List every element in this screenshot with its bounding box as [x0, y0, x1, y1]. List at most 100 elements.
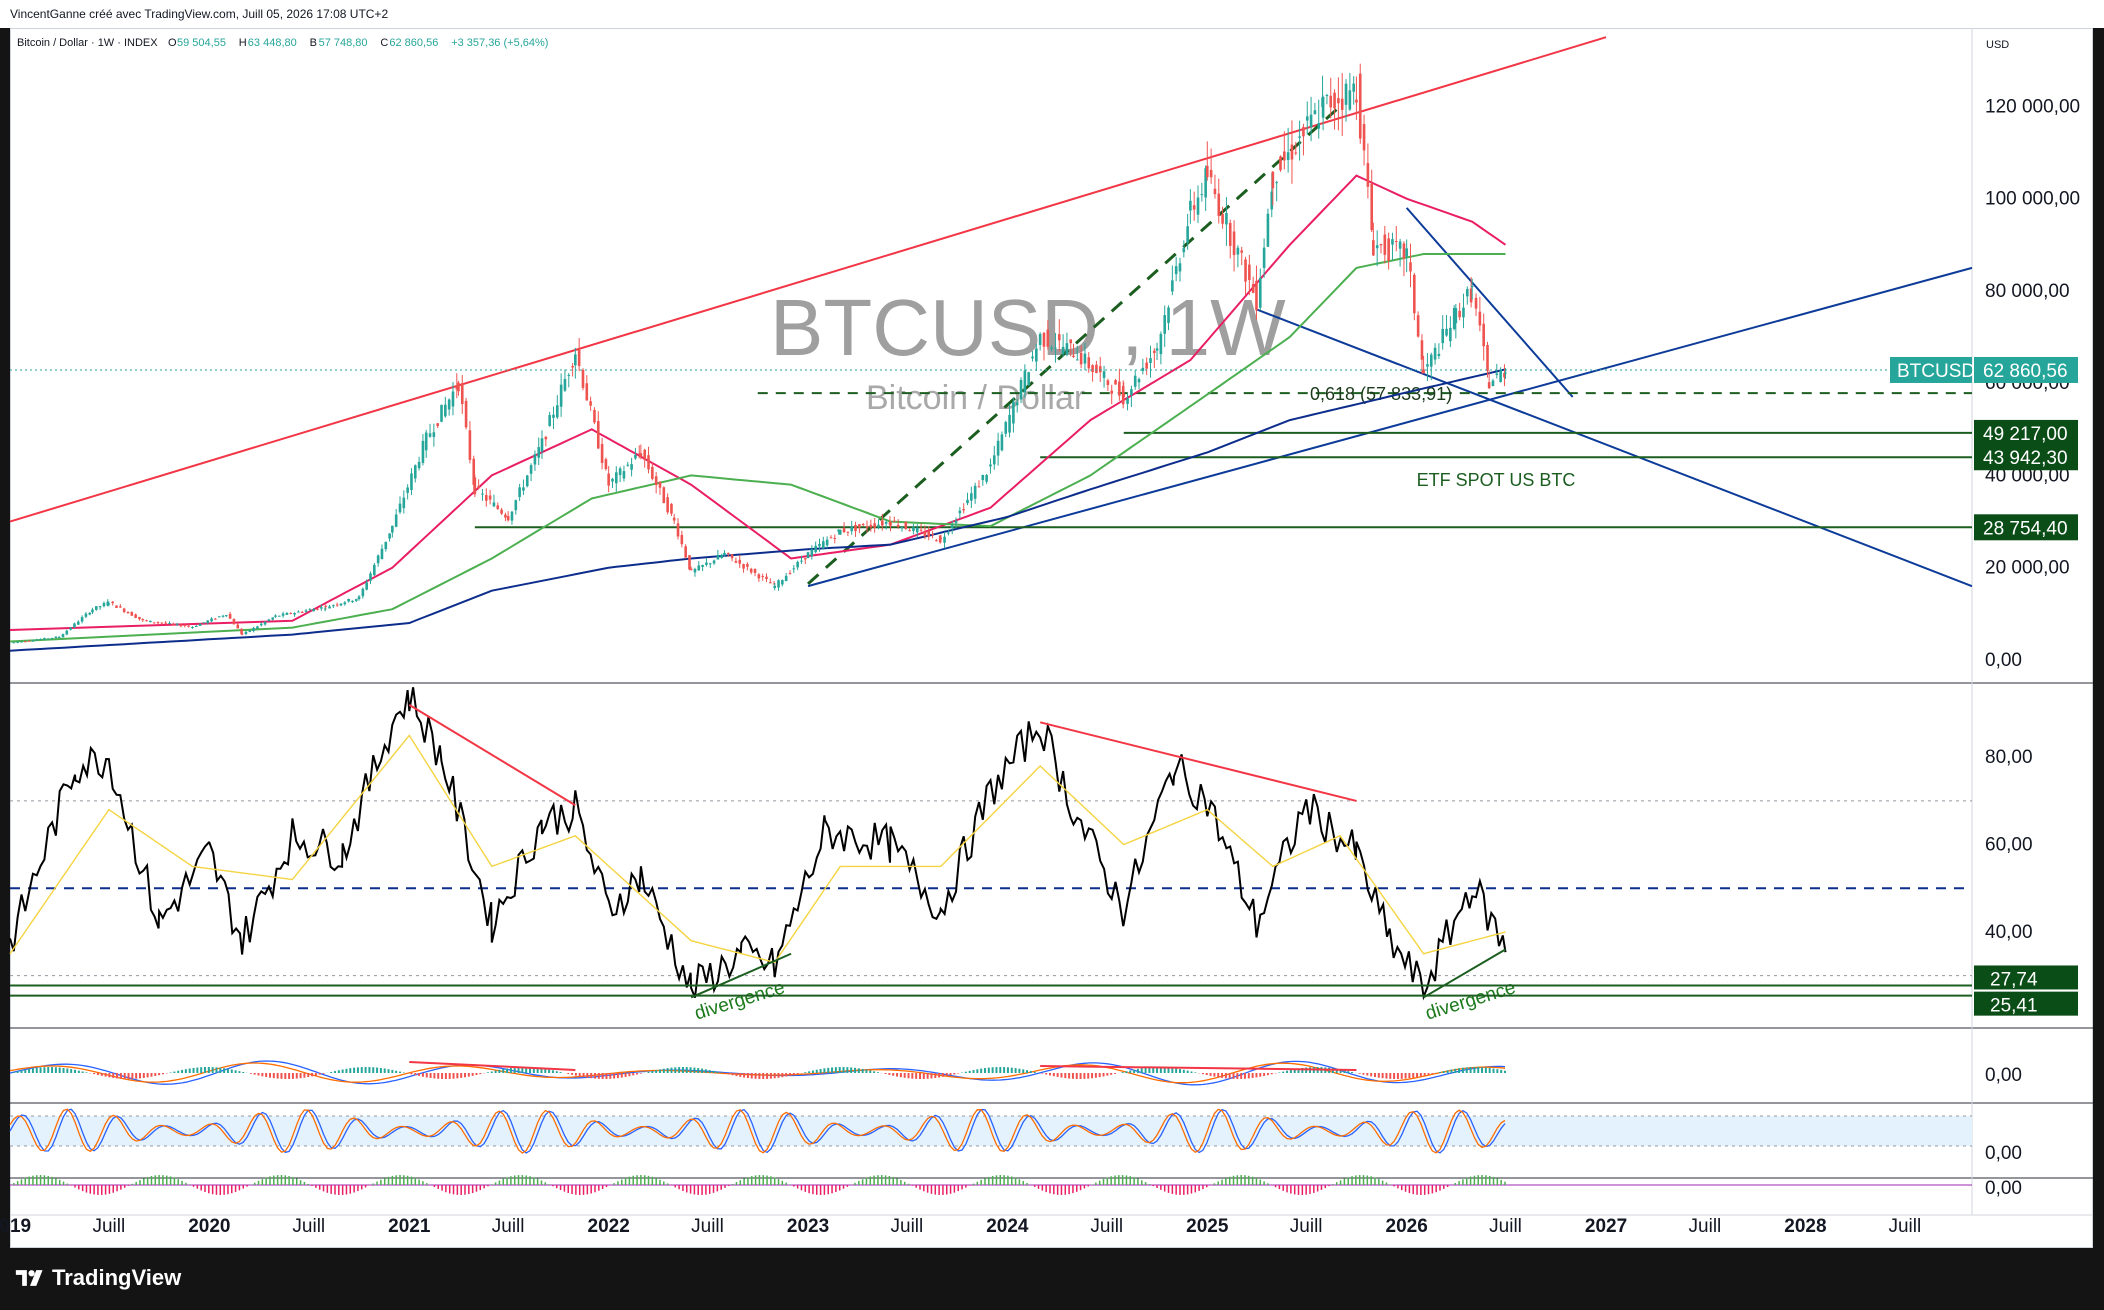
candle-body — [746, 564, 749, 567]
last-price-tag-bg — [1974, 356, 2078, 383]
candle-body — [514, 500, 518, 511]
candle-body — [492, 502, 496, 507]
candle-body — [1251, 283, 1255, 293]
ohlc-C: C — [380, 37, 388, 49]
time-tick-label: 2023 — [787, 1216, 829, 1237]
candle-body — [1362, 124, 1366, 151]
candle-body — [1192, 205, 1196, 210]
candle-body — [1114, 380, 1117, 385]
candle-body — [833, 538, 837, 540]
candle-body — [1487, 382, 1491, 389]
brand-name: TradingView — [52, 1265, 182, 1290]
chart-area[interactable] — [10, 28, 2093, 1248]
candle-body — [156, 622, 160, 624]
candle-body — [376, 555, 380, 564]
candle-body — [214, 618, 217, 620]
candle-body — [904, 521, 908, 529]
candle-body — [332, 605, 335, 607]
level-tag-label: 43 942,30 — [1983, 448, 2068, 469]
candle-body — [985, 475, 988, 482]
candle-body — [130, 611, 134, 616]
candle-body — [481, 493, 484, 495]
candle-body — [749, 568, 753, 573]
candle-body — [869, 524, 873, 528]
candle-body — [734, 560, 738, 563]
rsi-tick-label: 40,00 — [1985, 922, 2033, 943]
candle-body — [1313, 110, 1317, 115]
candle-body — [1171, 280, 1174, 292]
candle-body — [365, 582, 368, 590]
candle-body — [1232, 231, 1236, 256]
candle-body — [931, 534, 934, 536]
time-tick-label: Juill — [92, 1216, 125, 1237]
candle-body — [1445, 328, 1448, 336]
time-tick-label: Juill — [492, 1216, 525, 1237]
candle-body — [825, 539, 829, 546]
level-tag-bg — [1974, 514, 2078, 541]
candle-body — [380, 548, 384, 560]
candle-body — [202, 622, 206, 624]
candle-body — [726, 552, 730, 554]
candle-body — [1340, 98, 1344, 110]
candle-body — [369, 573, 372, 581]
candle-body — [488, 495, 492, 500]
candle-body — [873, 523, 876, 528]
candle-body — [1145, 362, 1148, 369]
candle-body — [1069, 339, 1073, 344]
candle-body — [670, 503, 673, 514]
divergence-label: divergence — [1423, 977, 1518, 1024]
candle-body — [46, 638, 50, 640]
candle-body — [388, 533, 391, 539]
candle-body — [854, 525, 857, 532]
footer-bar — [0, 1250, 2104, 1310]
candle-body — [1474, 297, 1478, 309]
macd-divergence-line — [409, 1061, 576, 1071]
candle-body — [1309, 114, 1313, 128]
candle-body — [772, 583, 776, 585]
candle-body — [1329, 95, 1333, 108]
candle-body — [413, 465, 417, 479]
price-tick-label: 80 000,00 — [1985, 281, 2070, 302]
candle-body — [256, 626, 259, 629]
pane-borders — [10, 28, 2093, 1216]
divergence-line-1 — [1039, 721, 1357, 802]
candle-body — [252, 627, 255, 631]
candle-body — [1413, 274, 1416, 314]
candle-body — [111, 601, 114, 604]
candle-body — [618, 468, 622, 476]
watermark-ticker: BTCUSD , 1W — [770, 283, 1286, 372]
candle-body — [1317, 123, 1321, 129]
tradingview-logo-icon — [15, 1270, 43, 1286]
ohlc-value-C: 62 860,56 — [389, 37, 438, 49]
candle-body — [35, 639, 39, 641]
candle-body — [1072, 355, 1075, 357]
candle-body — [1095, 364, 1098, 374]
candle-body — [1106, 380, 1110, 386]
candle-body — [1433, 347, 1437, 360]
macd-signal-line — [9, 1062, 1506, 1084]
candle-body — [1298, 136, 1301, 138]
candle-body — [206, 620, 210, 624]
time-tick-label: Juill — [891, 1216, 924, 1237]
divergence-line-2 — [690, 952, 792, 999]
trendline-3 — [1405, 207, 1574, 398]
candle-body — [69, 627, 72, 630]
candle-body — [958, 510, 962, 514]
candle-body — [1225, 212, 1228, 225]
candle-body — [773, 585, 776, 588]
candle-body — [1325, 95, 1329, 97]
candle-body — [877, 524, 880, 528]
candle-body — [908, 530, 911, 532]
candle-body — [1178, 263, 1182, 272]
candle-body — [160, 622, 164, 624]
candle-body — [244, 631, 248, 634]
candle-body — [1337, 98, 1340, 104]
time-tick-label: Juill — [1489, 1216, 1522, 1237]
candle-body — [781, 580, 784, 585]
candle-body — [689, 568, 693, 570]
tradingview-logo[interactable]: TradingView — [14, 1265, 181, 1291]
candle-body — [168, 622, 171, 624]
